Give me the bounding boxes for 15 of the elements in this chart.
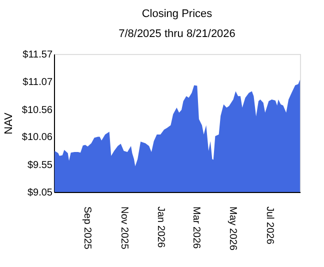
chart-subtitle: 7/8/2025 thru 8/21/2026	[118, 28, 236, 40]
y-tick-label: $11.57	[22, 50, 53, 60]
x-tick-label: May 2026	[227, 206, 238, 251]
y-tick-label: $9.05	[27, 188, 53, 198]
y-tick-label: $11.07	[22, 76, 53, 88]
y-tick-label: $10.06	[22, 132, 53, 144]
x-tick-label: Mar 2026	[190, 206, 202, 250]
y-axis-title: NAV	[2, 112, 15, 134]
x-tick-label: Sep 2025	[82, 206, 93, 250]
y-tick-label: $9.55	[27, 160, 53, 172]
x-tick-label: Nov 2025	[118, 206, 130, 250]
x-tick-label: Jan 2026	[154, 206, 166, 248]
x-tick-label: Jul 2026	[264, 206, 275, 245]
chart-title: Closing Prices	[142, 8, 213, 20]
y-tick-label: $10.56	[22, 104, 53, 116]
